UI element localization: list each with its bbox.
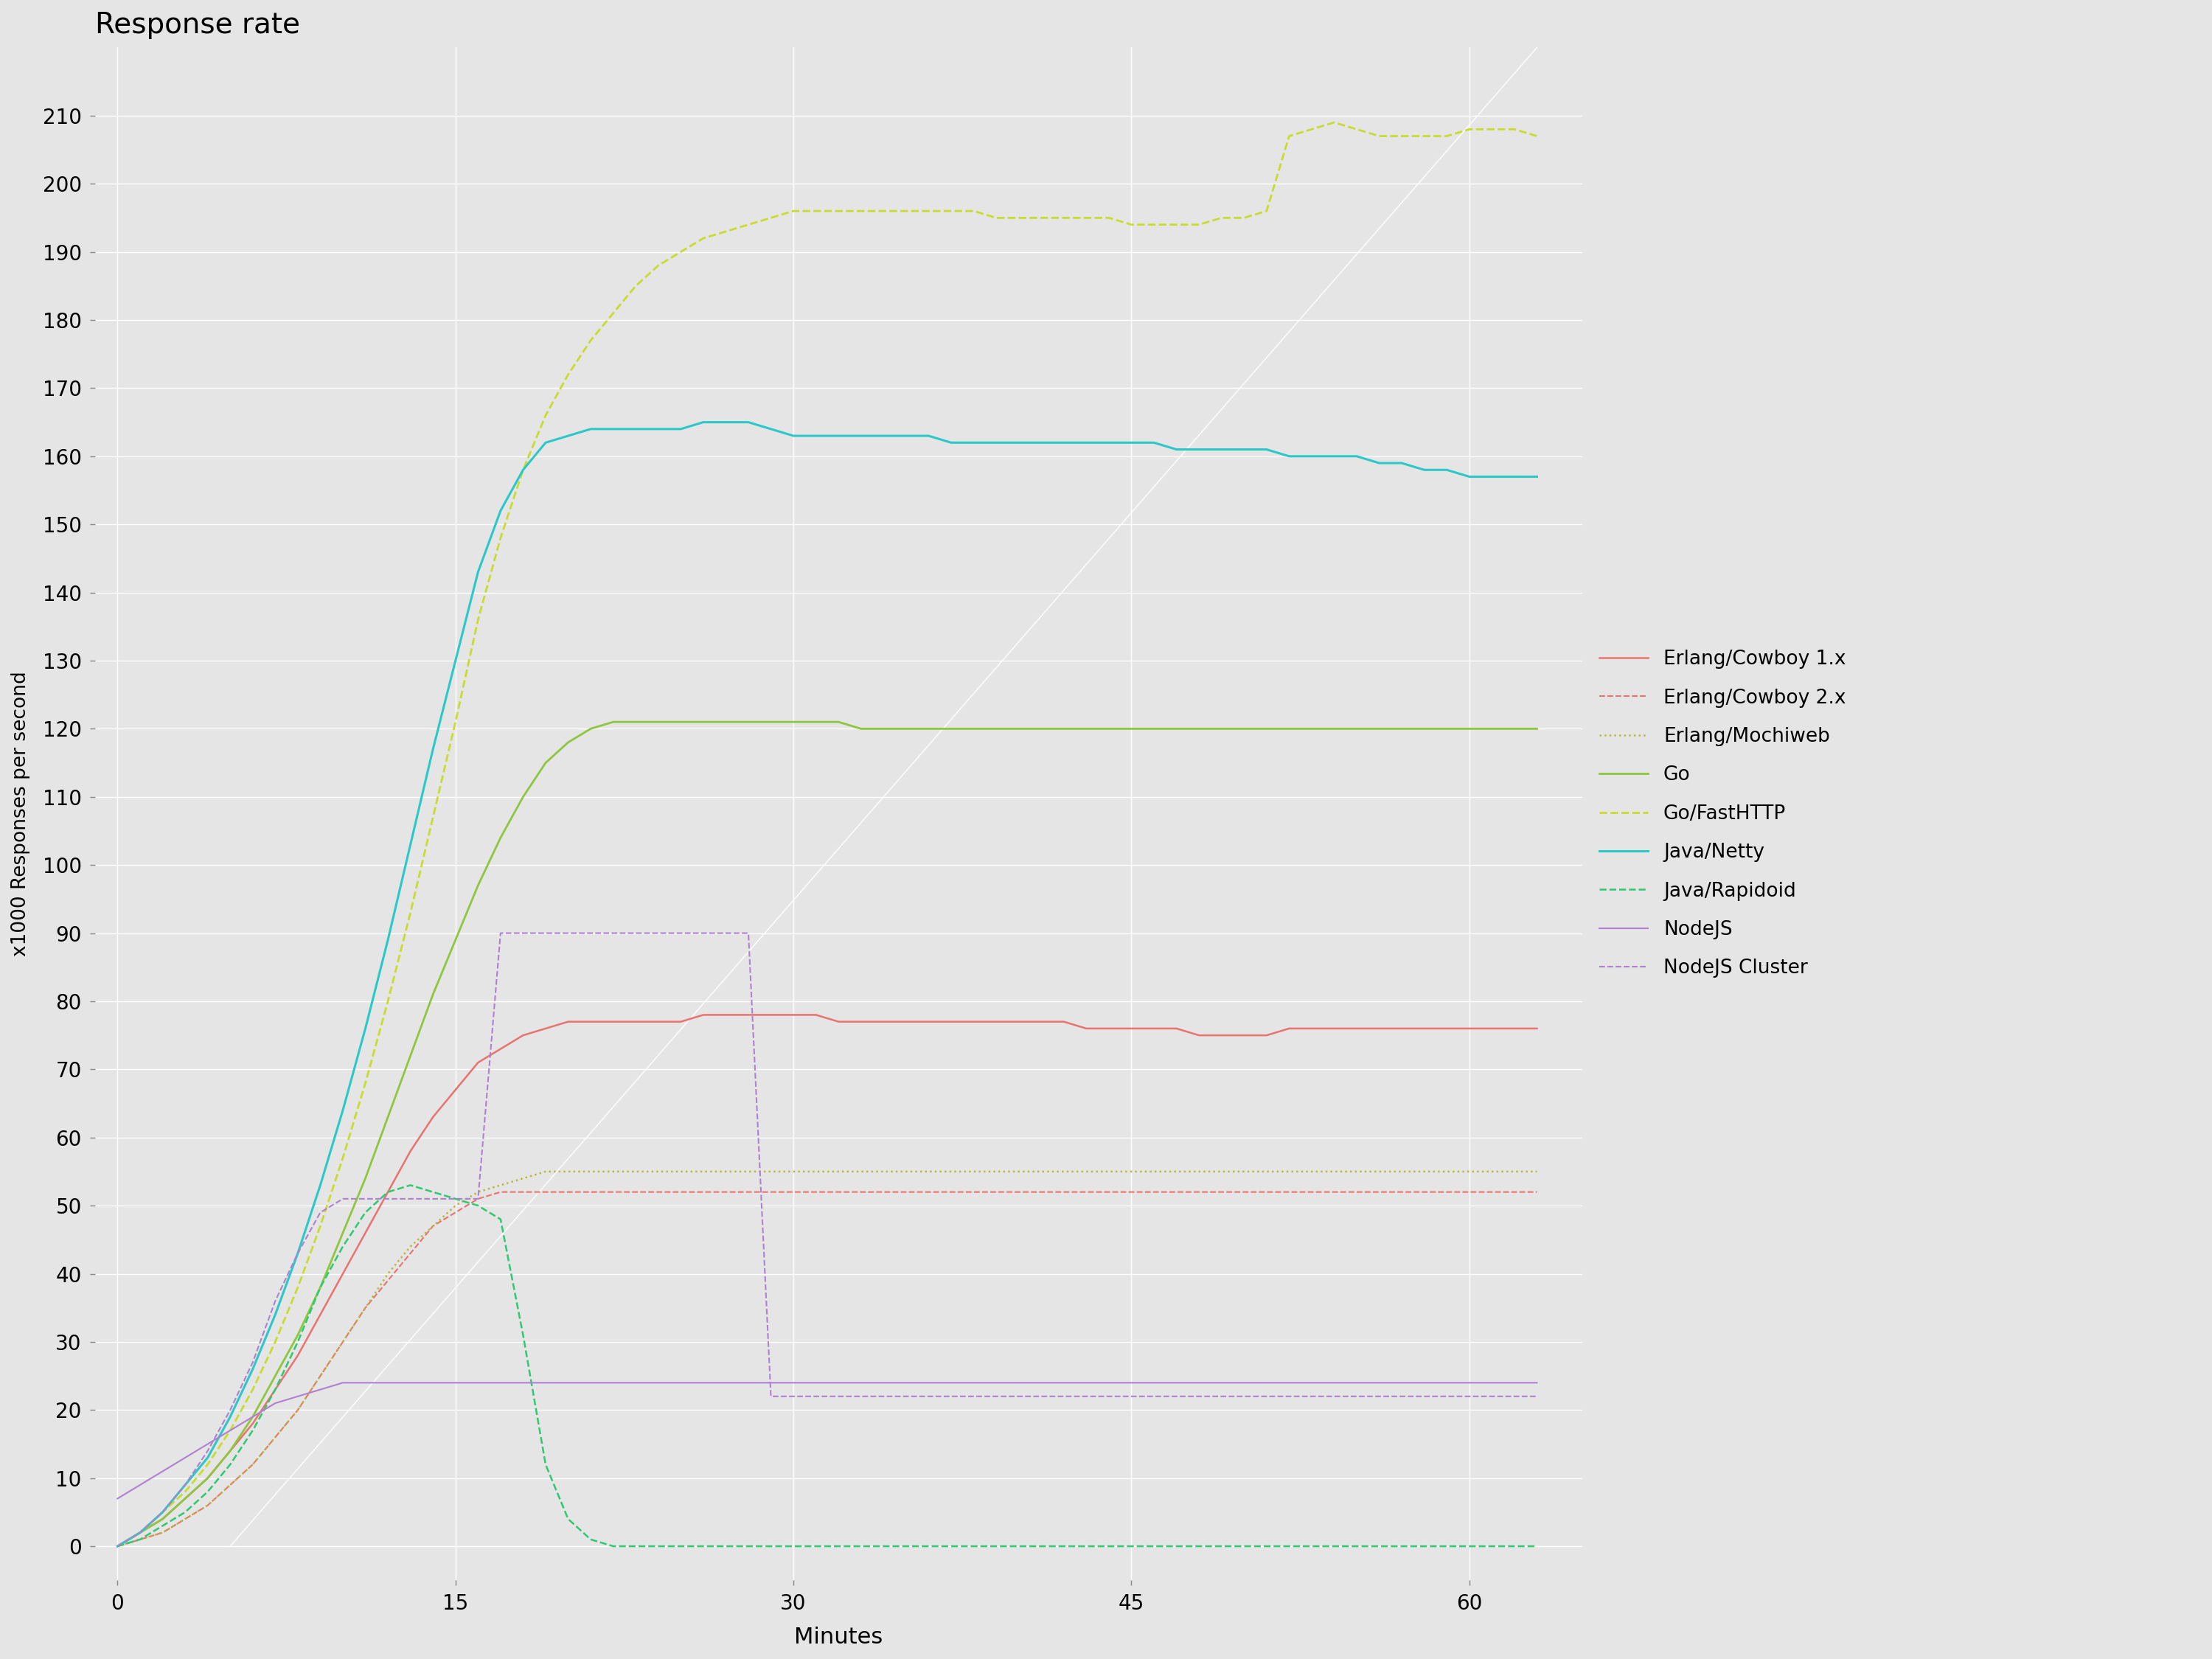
Java/Rapidoid <box>1029 1536 1055 1556</box>
Go/FastHTTP <box>803 201 830 221</box>
Erlang/Cowboy 2.x <box>104 1536 131 1556</box>
NodeJS <box>1051 1372 1077 1392</box>
NodeJS <box>825 1372 852 1392</box>
Erlang/Cowboy 1.x <box>916 1012 942 1032</box>
Erlang/Cowboy 1.x <box>1051 1012 1077 1032</box>
Line: Go/FastHTTP: Go/FastHTTP <box>117 123 1537 1546</box>
Go/FastHTTP <box>285 1277 312 1297</box>
Java/Rapidoid <box>1524 1536 1551 1556</box>
Java/Rapidoid <box>825 1536 852 1556</box>
Go <box>599 712 626 732</box>
Go/FastHTTP <box>1524 126 1551 146</box>
Erlang/Cowboy 1.x <box>825 1012 852 1032</box>
Y-axis label: x1000 Responses per second: x1000 Responses per second <box>11 672 31 957</box>
Line: Go: Go <box>117 722 1537 1546</box>
Line: NodeJS Cluster: NodeJS Cluster <box>117 932 1537 1546</box>
Erlang/Mochiweb <box>533 1161 560 1181</box>
NodeJS Cluster <box>916 1387 942 1407</box>
Go <box>104 1536 131 1556</box>
NodeJS Cluster <box>712 922 739 942</box>
Go/FastHTTP <box>894 201 920 221</box>
Java/Rapidoid <box>398 1175 425 1194</box>
Line: NodeJS: NodeJS <box>117 1382 1537 1498</box>
Java/Rapidoid <box>285 1332 312 1352</box>
Go/FastHTTP <box>1321 113 1347 133</box>
Erlang/Mochiweb <box>1029 1161 1055 1181</box>
NodeJS Cluster <box>1029 1387 1055 1407</box>
Erlang/Cowboy 1.x <box>690 1005 717 1025</box>
Java/Netty <box>1524 466 1551 486</box>
Erlang/Mochiweb <box>285 1400 312 1420</box>
NodeJS Cluster <box>1524 1387 1551 1407</box>
Line: Java/Rapidoid: Java/Rapidoid <box>117 1185 1537 1546</box>
Text: Response rate: Response rate <box>95 12 301 40</box>
NodeJS <box>712 1372 739 1392</box>
Erlang/Mochiweb <box>916 1161 942 1181</box>
Java/Netty <box>1051 433 1077 453</box>
Erlang/Cowboy 1.x <box>104 1536 131 1556</box>
Go <box>825 712 852 732</box>
Go/FastHTTP <box>1006 207 1033 227</box>
Go/FastHTTP <box>104 1536 131 1556</box>
Java/Netty <box>825 426 852 446</box>
Erlang/Mochiweb <box>1524 1161 1551 1181</box>
Java/Netty <box>712 411 739 431</box>
Java/Netty <box>916 426 942 446</box>
Java/Netty <box>690 411 717 431</box>
NodeJS Cluster <box>1051 1387 1077 1407</box>
Erlang/Cowboy 1.x <box>1524 1019 1551 1039</box>
Erlang/Cowboy 1.x <box>1029 1012 1055 1032</box>
Erlang/Cowboy 2.x <box>825 1183 852 1203</box>
Go <box>1524 718 1551 738</box>
Java/Netty <box>1029 433 1055 453</box>
Erlang/Mochiweb <box>104 1536 131 1556</box>
Erlang/Cowboy 2.x <box>1051 1183 1077 1203</box>
Line: Erlang/Mochiweb: Erlang/Mochiweb <box>117 1171 1537 1546</box>
Java/Rapidoid <box>916 1536 942 1556</box>
Erlang/Cowboy 2.x <box>1524 1183 1551 1203</box>
Java/Netty <box>104 1536 131 1556</box>
NodeJS Cluster <box>104 1536 131 1556</box>
Erlang/Cowboy 2.x <box>712 1183 739 1203</box>
X-axis label: Minutes: Minutes <box>794 1626 883 1647</box>
NodeJS <box>1524 1372 1551 1392</box>
Line: Erlang/Cowboy 1.x: Erlang/Cowboy 1.x <box>117 1015 1537 1546</box>
Java/Rapidoid <box>1051 1536 1077 1556</box>
Erlang/Mochiweb <box>1051 1161 1077 1181</box>
Line: Java/Netty: Java/Netty <box>117 421 1537 1546</box>
Erlang/Cowboy 2.x <box>916 1183 942 1203</box>
NodeJS <box>285 1387 312 1407</box>
Go <box>285 1326 312 1345</box>
Go/FastHTTP <box>1029 207 1055 227</box>
Erlang/Cowboy 1.x <box>712 1005 739 1025</box>
Line: Erlang/Cowboy 2.x: Erlang/Cowboy 2.x <box>117 1193 1537 1546</box>
Erlang/Cowboy 2.x <box>285 1400 312 1420</box>
Erlang/Mochiweb <box>712 1161 739 1181</box>
Go/FastHTTP <box>690 229 717 249</box>
Erlang/Cowboy 2.x <box>1029 1183 1055 1203</box>
Erlang/Cowboy 2.x <box>487 1183 513 1203</box>
Go <box>1051 718 1077 738</box>
NodeJS <box>330 1372 356 1392</box>
NodeJS <box>104 1488 131 1508</box>
Go <box>1029 718 1055 738</box>
Java/Netty <box>285 1243 312 1262</box>
Go <box>916 718 942 738</box>
Java/Rapidoid <box>104 1536 131 1556</box>
Erlang/Cowboy 1.x <box>285 1345 312 1365</box>
Legend: Erlang/Cowboy 1.x, Erlang/Cowboy 2.x, Erlang/Mochiweb, Go, Go/FastHTTP, Java/Net: Erlang/Cowboy 1.x, Erlang/Cowboy 2.x, Er… <box>1599 650 1845 979</box>
NodeJS Cluster <box>285 1243 312 1262</box>
NodeJS Cluster <box>825 1387 852 1407</box>
NodeJS Cluster <box>487 922 513 942</box>
NodeJS <box>1029 1372 1055 1392</box>
Java/Rapidoid <box>712 1536 739 1556</box>
Erlang/Mochiweb <box>825 1161 852 1181</box>
Go <box>712 712 739 732</box>
NodeJS <box>916 1372 942 1392</box>
